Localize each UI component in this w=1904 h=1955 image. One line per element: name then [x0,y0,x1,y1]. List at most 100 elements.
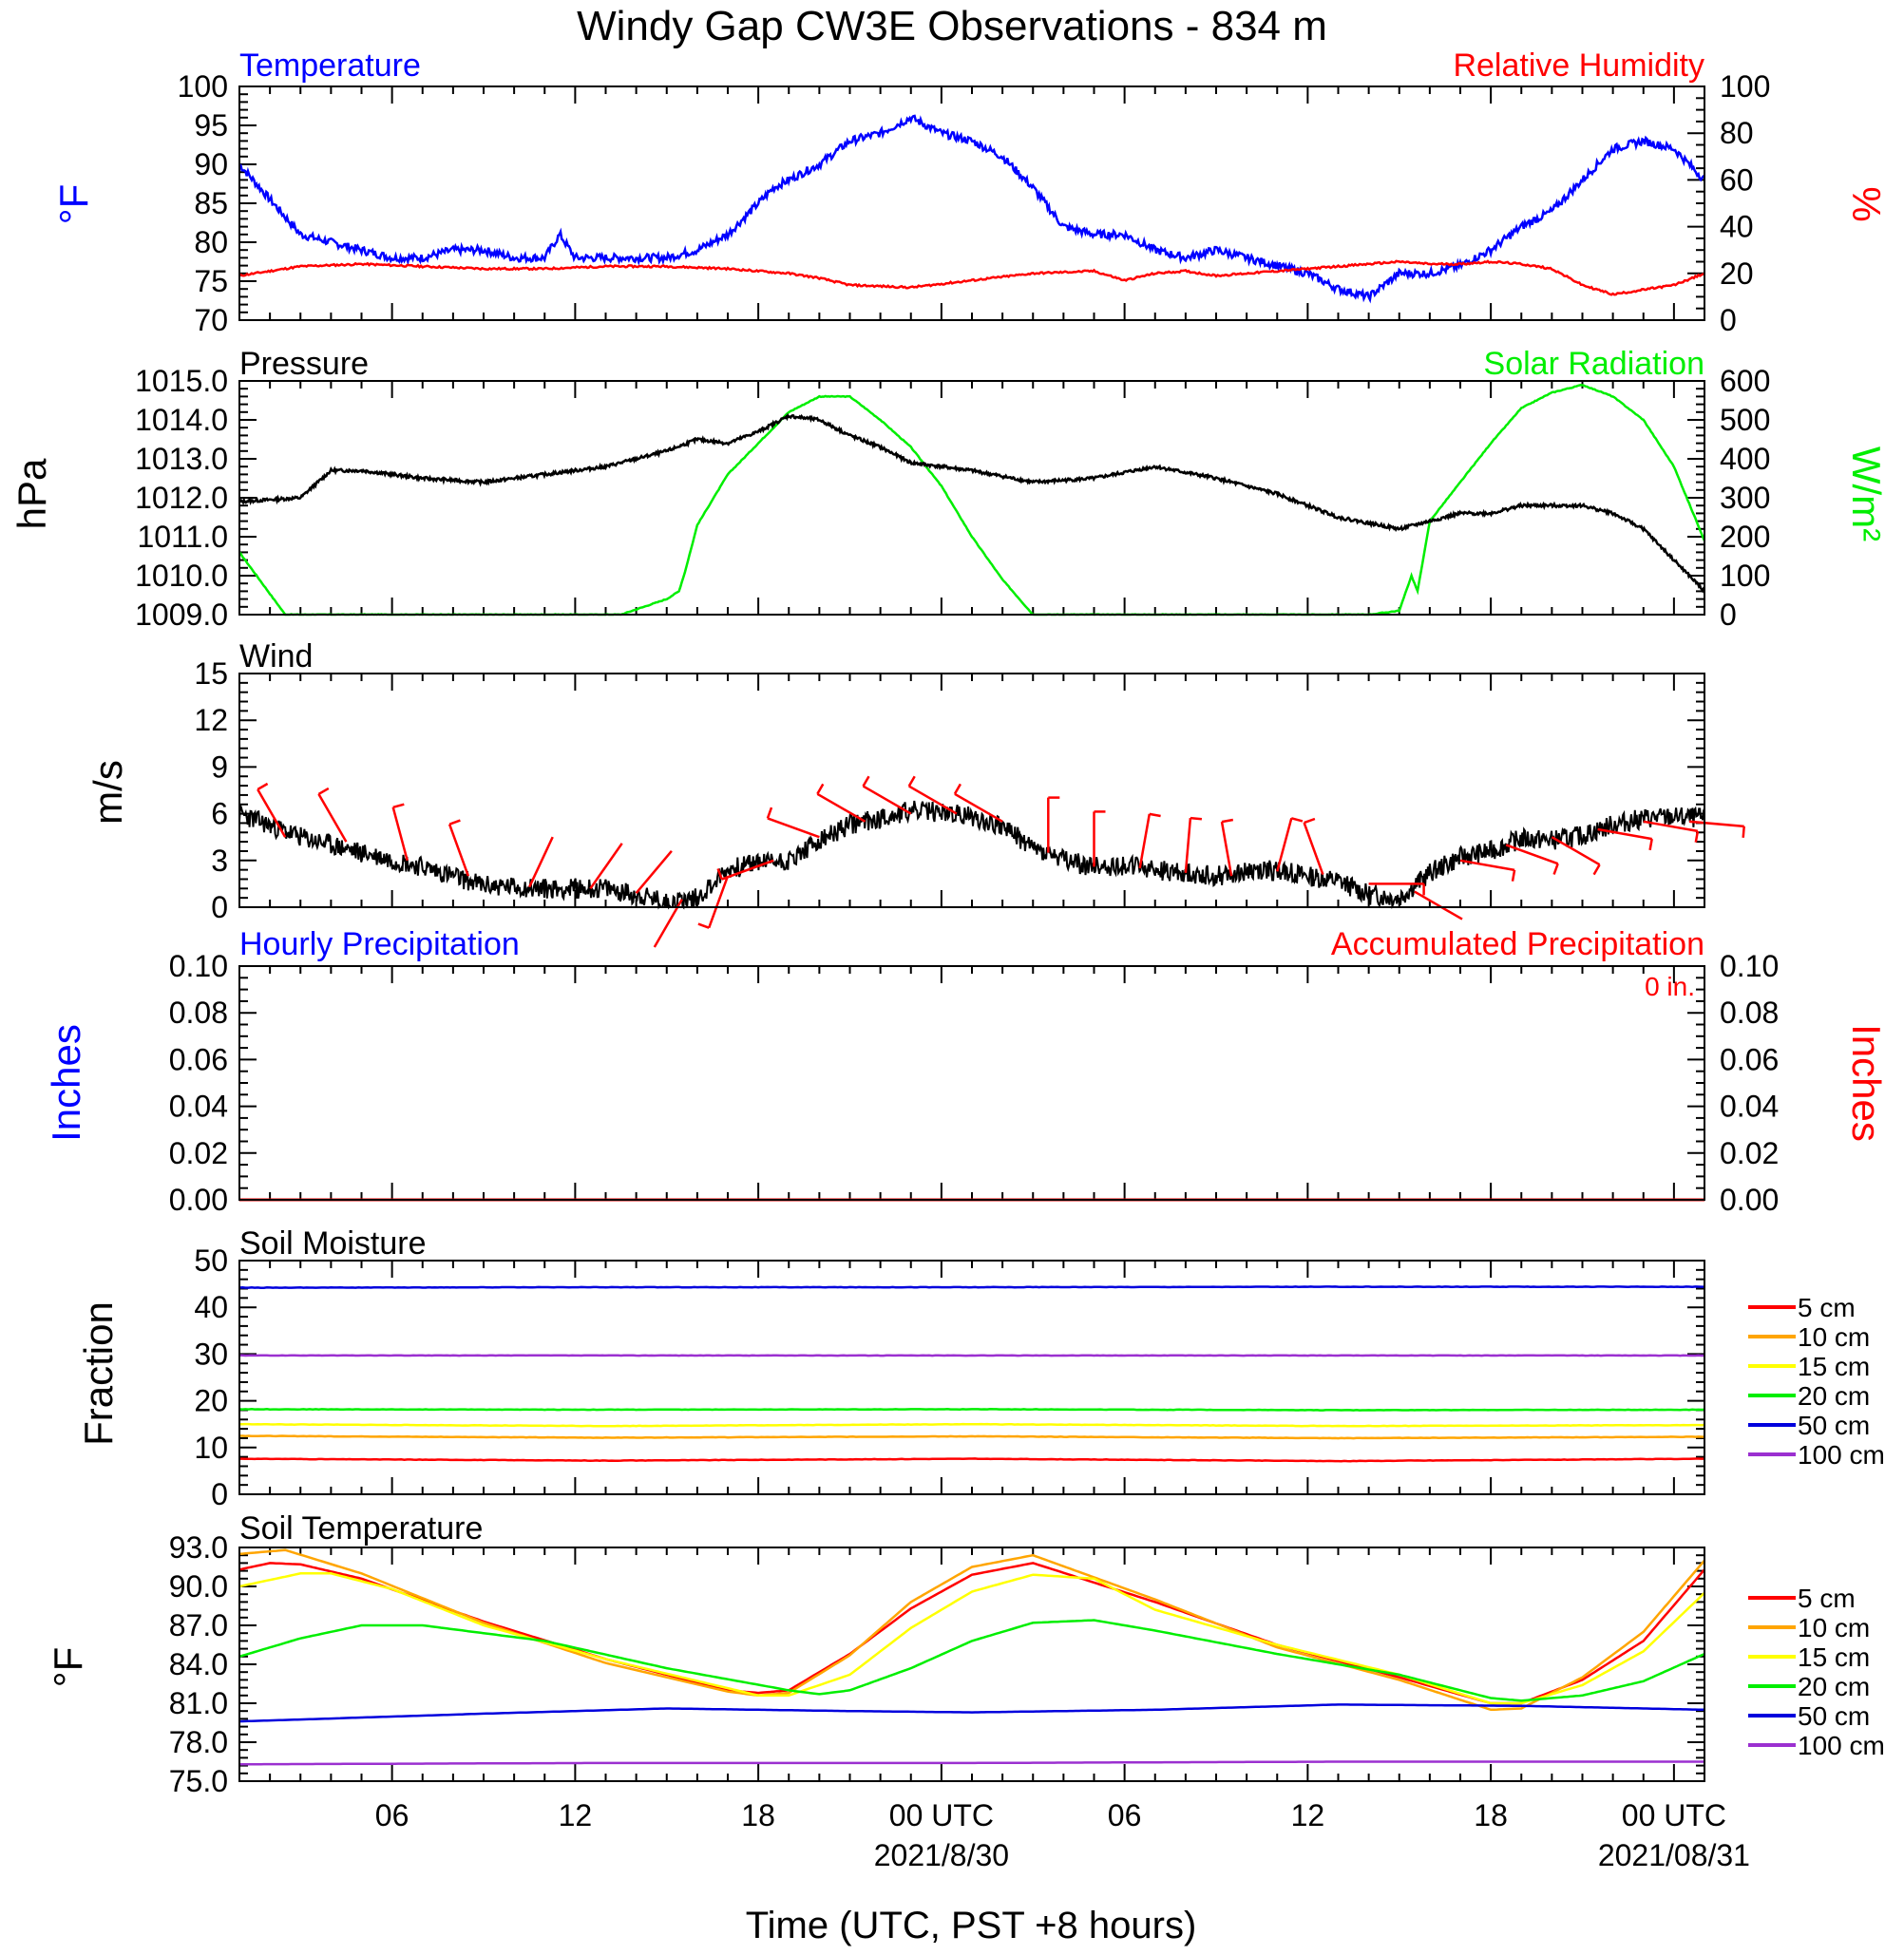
soil-moisture-axis-ticks [238,1260,1705,1495]
soil-temp-tick: 78.0 [169,1725,228,1759]
legend-item: 10 cm [1748,1322,1870,1352]
temp-rh-frame [238,85,1705,321]
relative-humidity-line [238,259,1705,296]
pressure-tick: 1015.0 [135,364,228,398]
rh-tick-labels: 100 80 60 40 20 0 [1720,69,1770,337]
precip-tick: 0.08 [1720,996,1779,1030]
precip-tick: 0.00 [1720,1183,1779,1217]
solar-tick: 100 [1720,559,1770,593]
soil-temp-tick: 84.0 [169,1647,228,1681]
soil-temp-frame [238,1547,1705,1782]
wind-barb [1138,813,1152,869]
x-tick-label: 18 [1474,1798,1508,1832]
x-tick-label: 00 UTC [1622,1798,1726,1832]
legend-item: 5 cm [1748,1293,1856,1322]
panel-wind: Wind m/s 15 12 9 6 3 0 [86,638,1745,948]
precip-tick: 0.00 [169,1183,228,1217]
soil-moisture-tick-labels: 50 40 30 20 10 0 [194,1243,228,1511]
x-tick-labels: 06 12 18 00 UTC 06 12 18 00 UTC [375,1798,1726,1832]
wind-barb [257,788,287,838]
soil-moisture-frame [238,1260,1705,1495]
soil-moisture-tick: 40 [194,1290,228,1324]
precip-tick: 0.10 [169,949,228,983]
temp-tick: 90 [194,147,228,181]
wind-barb-flag [1221,818,1234,824]
x-tick-label: 18 [741,1798,775,1832]
legend-item: 100 cm [1748,1440,1885,1470]
wind-tick: 15 [194,656,228,691]
wind-barb [1459,859,1515,872]
wind-barb [721,859,774,881]
legend-item: 10 cm [1748,1613,1870,1642]
pressure-tick: 1011.0 [138,520,229,554]
soil-temp-title: Soil Temperature [239,1510,483,1547]
rh-tick: 60 [1720,162,1754,197]
soil-temp-tick: 81.0 [169,1686,228,1720]
wind-title: Wind [239,638,313,674]
wind-barb [862,785,912,815]
legend-label: 15 cm [1798,1642,1870,1672]
pressure-title: Pressure [239,346,369,382]
x-tick-label: 00 UTC [889,1798,994,1832]
wind-barb [1276,817,1293,872]
wind-barb-flag [1648,838,1653,851]
precip-right-tick-labels: 0.10 0.08 0.06 0.04 0.02 0.00 [1720,949,1779,1217]
rh-tick: 20 [1720,256,1754,291]
wind-tick: 12 [194,703,228,737]
wind-barb [1303,822,1324,876]
solar-tick: 500 [1720,403,1770,437]
legend-item: 5 cm [1748,1584,1856,1613]
wind-barb [589,843,623,890]
legend-label: 50 cm [1798,1411,1870,1440]
soil-moisture-title: Soil Moisture [239,1225,427,1262]
pressure-solar-axis-ticks [238,380,1705,616]
soil-temp-line-5cm [238,1562,1705,1705]
soil-temp-line-10cm [238,1548,1705,1712]
soil-temp-line-50cm [238,1703,1704,1723]
soil-temp-ylabel: °F [46,1647,90,1687]
legend-label: 50 cm [1798,1701,1870,1731]
soil-temp-tick: 90.0 [169,1569,228,1604]
wind-barb [708,875,730,929]
x-date-labels: 2021/8/30 2021/08/31 [874,1838,1750,1872]
legend-label: 20 cm [1798,1381,1870,1411]
wind-barb-flag [1190,816,1203,821]
precip-tick: 0.06 [169,1042,228,1076]
solar-tick: 600 [1720,364,1770,398]
legend-item: 15 cm [1748,1352,1870,1381]
wind-speed-line [238,800,1705,910]
pressure-tick-labels: 1015.0 1014.0 1013.0 1012.0 1011.0 1010.… [135,364,228,632]
solar-tick-labels: 600 500 400 300 200 100 0 [1720,364,1770,632]
wind-ylabel: m/s [86,760,130,825]
wind-barb-flag [1552,863,1559,875]
wind-barb [954,792,1003,823]
panel-soil-moisture: Soil Moisture Fraction 50 40 30 20 10 0 … [76,1225,1885,1511]
temp-tick: 85 [194,186,228,220]
rh-ylabel: % [1844,186,1889,221]
legend-label: 100 cm [1798,1440,1885,1470]
soil-temp-line-15cm [238,1572,1705,1705]
solar-ylabel: W/m² [1844,446,1889,541]
legend-label: 15 cm [1798,1352,1870,1381]
accum-precip-value: 0 in. [1645,972,1695,1001]
wind-barb-flag [862,775,870,788]
wind-barb-flag [766,807,773,819]
wind-barb [1414,890,1463,921]
temp-tick: 80 [194,225,228,259]
wind-barb [1220,821,1233,877]
x-axis-label: Time (UTC, PST +8 hours) [746,1905,1197,1946]
soil-moisture-lines [238,1285,1705,1463]
soil-temp-tick: 93.0 [169,1530,228,1565]
pressure-tick: 1013.0 [135,442,228,476]
temp-rh-axis-ticks [238,85,1705,321]
temp-tick: 70 [194,303,228,337]
precip-tick: 0.08 [169,996,228,1030]
accum-precip-title: Accumulated Precipitation [1331,926,1704,962]
soil-moisture-tick: 50 [194,1243,228,1278]
soil-moisture-line-15cm [238,1422,1705,1428]
precip-axis-ticks [238,965,1705,1201]
pressure-tick: 1009.0 [135,598,228,632]
pressure-tick: 1010.0 [135,559,228,593]
figure-title: Windy Gap CW3E Observations - 834 m [577,3,1327,49]
